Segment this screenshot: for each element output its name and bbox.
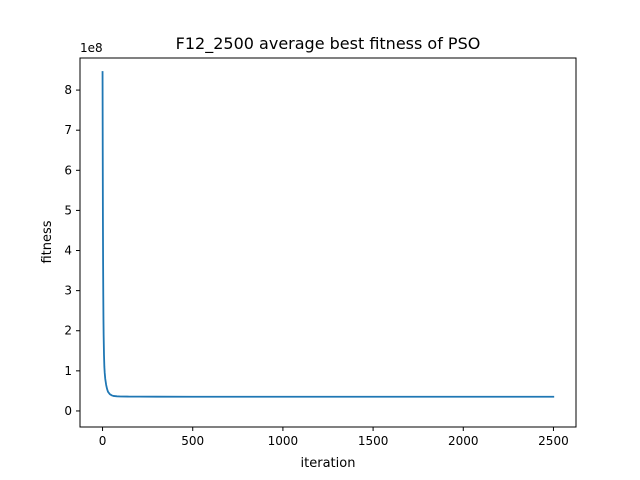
x-axis-label: iteration: [301, 456, 356, 471]
y-tick-label: 7: [64, 123, 72, 137]
chart-title: F12_2500 average best fitness of PSO: [176, 34, 481, 54]
y-tick-label: 3: [64, 284, 72, 298]
plot-area-frame: [79, 57, 577, 428]
y-tick-label: 4: [64, 244, 72, 258]
y-tick-label: 0: [64, 404, 72, 418]
x-tick-label: 0: [99, 434, 107, 448]
y-tick-label: 8: [64, 83, 72, 97]
y-axis-label: fitness: [40, 220, 55, 263]
y-tick-label: 6: [64, 163, 72, 177]
y-tick-label: 2: [64, 324, 72, 338]
x-tick-label: 500: [181, 434, 204, 448]
series-line: [101, 71, 555, 398]
y-tick-label: 1: [64, 364, 72, 378]
y-tick-label: 5: [64, 203, 72, 217]
x-tick-label: 1000: [268, 434, 299, 448]
x-tick-label: 2500: [538, 434, 569, 448]
y-axis-offset-label: 1e8: [80, 41, 103, 55]
x-tick-label: 2000: [448, 434, 479, 448]
x-tick-label: 1500: [358, 434, 389, 448]
